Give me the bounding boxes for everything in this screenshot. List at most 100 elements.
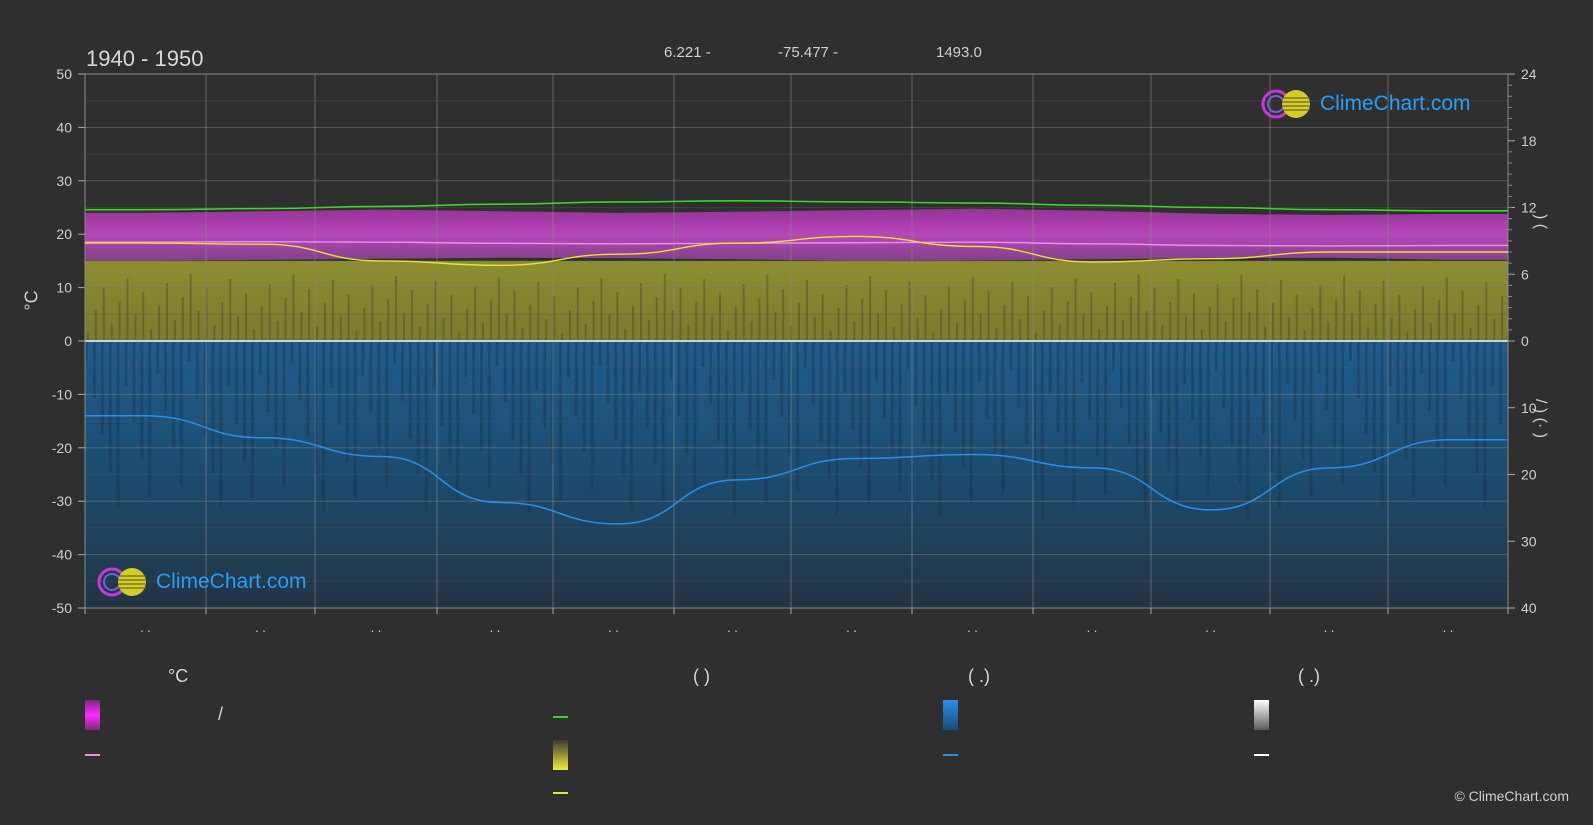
y-right-top-tick-label: 0: [1521, 333, 1529, 349]
sun-streak: [466, 309, 469, 341]
sun-streak: [102, 287, 105, 341]
sun-streak: [213, 325, 216, 341]
precip-streak: [922, 341, 926, 443]
sun-streak: [1501, 296, 1504, 341]
sun-streak: [1137, 274, 1140, 341]
precip-streak: [582, 341, 586, 452]
longitude: -75.477 -: [778, 44, 839, 61]
sun-streak: [679, 288, 682, 341]
precip-streak: [243, 341, 246, 461]
precip-streak: [827, 341, 831, 479]
precip-streak: [1112, 341, 1115, 371]
precip-streak: [756, 341, 760, 466]
precip-streak: [219, 341, 223, 510]
sun-streak: [1019, 319, 1022, 341]
sun-streak: [434, 281, 437, 341]
sun-streak: [442, 318, 445, 341]
precip-streak: [1388, 341, 1392, 386]
sun-streak: [940, 309, 943, 341]
sun-streak: [726, 330, 729, 341]
sun-streak: [245, 293, 247, 341]
y-right-bottom-tick-label: 20: [1521, 467, 1537, 483]
precip-streak: [1151, 341, 1155, 396]
y-left-tick-label: 0: [64, 333, 72, 349]
precip-streak: [1396, 341, 1400, 423]
sun-streak: [1477, 305, 1480, 341]
precip-streak: [661, 341, 665, 502]
sun-streak: [489, 300, 492, 341]
sun-streak: [1240, 275, 1243, 341]
y-left-tick-label: 30: [56, 173, 72, 189]
sun-streak: [719, 293, 721, 341]
daylight-line: [85, 200, 1508, 212]
precip-streak: [938, 341, 942, 517]
sun-streak: [379, 322, 382, 341]
precip-area: [85, 341, 1508, 608]
precip-streak: [377, 341, 381, 450]
precip-streak: [1475, 341, 1479, 473]
precip-streak: [788, 341, 792, 454]
sun-streak: [1335, 299, 1338, 341]
sun-streak: [1453, 314, 1456, 341]
sun-streak: [1161, 325, 1164, 341]
precip-streak: [124, 341, 128, 386]
logo-text-top: ClimeChart.com: [1320, 92, 1471, 115]
precip-streak: [156, 341, 160, 374]
sun-streak: [892, 327, 895, 341]
precip-streak: [1096, 341, 1100, 457]
precip-streak: [1309, 341, 1313, 496]
precip-streak: [543, 341, 547, 427]
precip-streak: [1412, 341, 1416, 497]
y-right-top-tick-label: 18: [1521, 133, 1537, 149]
precip-streak: [1017, 341, 1021, 407]
sun-streak: [861, 299, 864, 341]
sun-streak: [1406, 332, 1409, 341]
sun-streak: [1445, 277, 1448, 341]
precip-streak: [590, 341, 594, 489]
legend-header-temp: °C: [168, 666, 189, 686]
precip-streak: [1009, 341, 1013, 370]
sun-streak: [608, 315, 611, 341]
precip-streak: [1420, 341, 1424, 374]
precip-streak: [811, 341, 815, 405]
sun-streak: [1295, 294, 1298, 341]
sun-streak: [363, 308, 366, 341]
precip-line: [85, 415, 1508, 525]
precip-streak: [416, 341, 420, 475]
precip-streak: [1127, 341, 1131, 445]
precip-streak: [1443, 341, 1447, 485]
precip-streak: [187, 341, 191, 362]
sun-streak: [1193, 293, 1195, 341]
precip-streak: [1325, 341, 1329, 410]
precip-streak: [1317, 341, 1321, 373]
precip-streak: [1025, 341, 1029, 444]
logo-top: ClimeChart.com: [1260, 88, 1471, 120]
sun-streak: [877, 313, 879, 341]
precip-streak: [1040, 341, 1044, 518]
precip-streak: [1080, 341, 1084, 383]
sun-streak: [813, 317, 816, 341]
precip-streak: [314, 341, 318, 474]
precip-streak: [1230, 341, 1234, 446]
sun-streak: [1106, 306, 1109, 341]
sun-streak: [292, 275, 295, 341]
precip-streak: [211, 341, 215, 473]
sun-streak: [963, 300, 966, 341]
sun-streak: [1430, 323, 1432, 341]
sun-streak: [1469, 328, 1472, 341]
precip-streak: [235, 341, 239, 424]
sun-streak: [497, 277, 500, 341]
sun-streak: [568, 310, 571, 341]
x-tick-label: . .: [727, 620, 738, 635]
sun-streak: [1279, 280, 1282, 341]
precip-streak: [495, 341, 499, 365]
logo-text-bottom: ClimeChart.com: [156, 570, 307, 593]
sun-streak: [1374, 304, 1377, 341]
copyright: © ClimeChart.com: [1454, 788, 1569, 804]
sun-streak: [640, 283, 642, 341]
sun-streak: [387, 299, 390, 341]
precip-streak: [653, 341, 657, 465]
precip-streak: [1467, 341, 1471, 436]
sun-streak: [1382, 281, 1385, 341]
precip-streak: [985, 341, 989, 419]
